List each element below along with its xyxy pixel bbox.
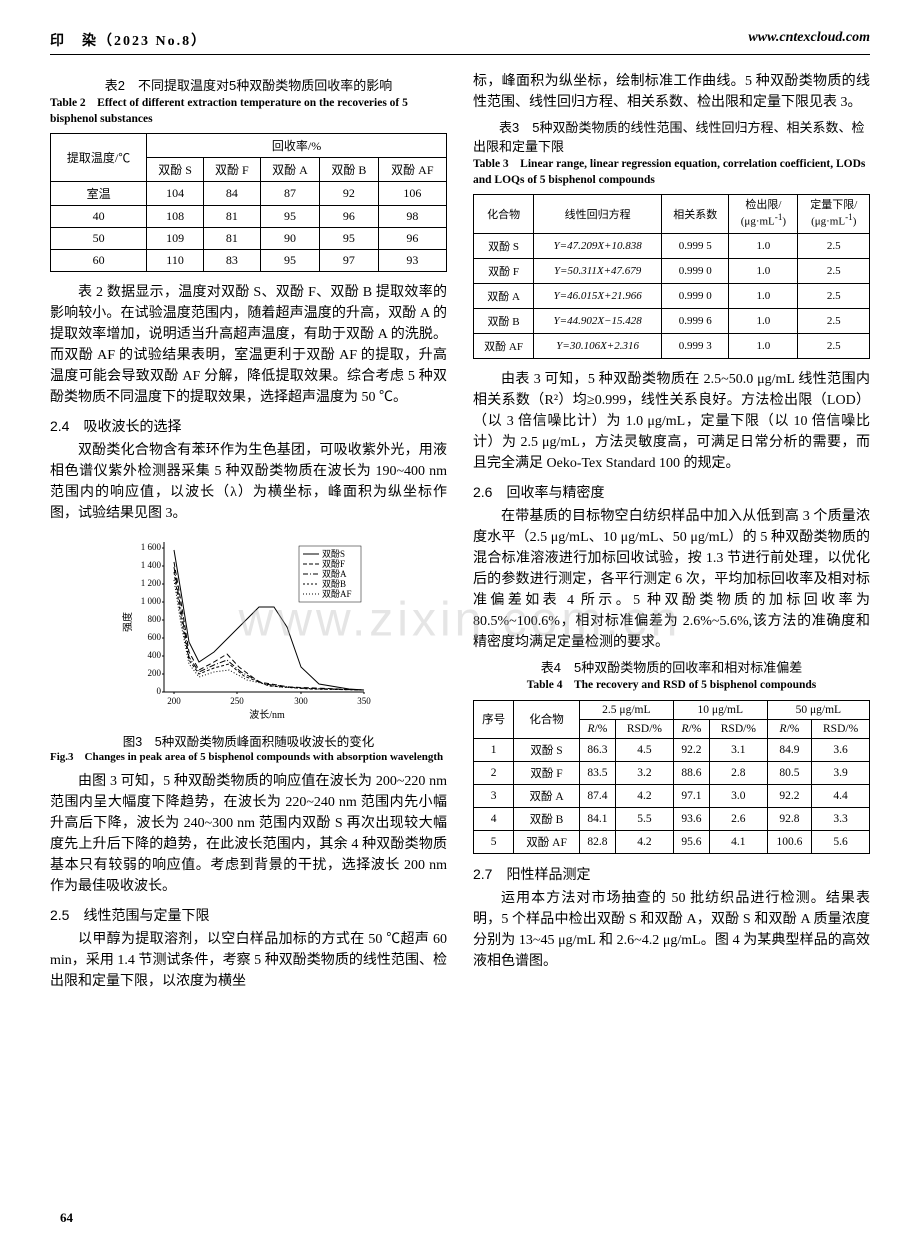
svg-text:1 200: 1 200 [140,578,161,588]
table2: 提取温度/℃ 回收率/% 双酚 S 双酚 F 双酚 A 双酚 B 双酚 AF 室… [50,133,447,272]
table4: 序号 化合物 2.5 μg/mL 10 μg/mL 50 μg/mL R/%RS… [473,700,870,854]
table-row: 4010881959698 [51,206,447,228]
svg-text:300: 300 [294,696,308,706]
sec27-para: 运用本方法对市场抽查的 50 批纺织品进行检测。结果表明，5 个样品中检出双酚 … [473,888,870,972]
table-row: 2双酚 F83.53.288.62.880.53.9 [474,761,870,784]
fig3-xlabel: 波长/nm [249,708,285,721]
svg-text:400: 400 [147,650,161,660]
svg-text:250: 250 [230,696,244,706]
sec26-para: 在带基质的目标物空白纺织样品中加入从低到高 3 个质量浓度水平（2.5 μg/m… [473,506,870,653]
page-header: 印 染（2023 No.8） www.cntexcloud.com [50,30,870,55]
right-column: 标，峰面积为纵坐标，绘制标准工作曲线。5 种双酚类物质的线性范围、线性回归方程、… [473,71,870,996]
table-row: 3双酚 A87.44.297.13.092.24.4 [474,784,870,807]
fig3-ylabel: 强度 [121,612,134,632]
sec25-title: 2.5 线性范围与定量下限 [50,905,447,925]
svg-text:1 600: 1 600 [140,542,161,552]
figure3: 0 200 400 600 800 1 000 1 200 1 400 1 60… [50,532,447,727]
sec24-title: 2.4 吸收波长的选择 [50,416,447,436]
svg-text:双酚AF: 双酚AF [322,589,352,599]
page-number: 64 [60,1210,73,1226]
svg-text:双酚B: 双酚B [322,579,346,589]
svg-text:1 400: 1 400 [140,560,161,570]
table2-caption-cn: 表2 不同提取温度对5种双酚类物质回收率的影响 [50,75,447,94]
table-row: 5010981909596 [51,228,447,250]
table-row: 4双酚 B84.15.593.62.692.83.3 [474,807,870,830]
svg-text:0: 0 [156,686,161,696]
table4-caption-en: Table 4 The recovery and RSD of 5 bisphe… [473,678,870,694]
table3: 化合物 线性回归方程 相关系数 检出限/(μg·mL-1) 定量下限/(μg·m… [473,194,870,359]
svg-text:200: 200 [147,668,161,678]
svg-text:双酚F: 双酚F [322,559,345,569]
figure3-svg: 0 200 400 600 800 1 000 1 200 1 400 1 60… [119,532,379,722]
sec26-title: 2.6 回收率与精密度 [473,482,870,502]
table3-caption-en: Table 3 Linear range, linear regression … [473,157,870,188]
svg-text:350: 350 [357,696,371,706]
para-after-t3: 由表 3 可知，5 种双酚类物质在 2.5~50.0 μg/mL 线性范围内相关… [473,369,870,474]
t2-h-rec: 回收率/% [147,134,447,158]
left-column: 表2 不同提取温度对5种双酚类物质回收率的影响 Table 2 Effect o… [50,71,447,996]
content-columns: 表2 不同提取温度对5种双酚类物质回收率的影响 Table 2 Effect o… [50,71,870,996]
table4-caption-cn: 表4 5种双酚类物质的回收率和相对标准偏差 [473,657,870,676]
svg-text:双酚A: 双酚A [322,569,347,579]
table-row: 双酚 FY=50.311X+47.6790.999 01.02.5 [474,259,870,284]
table-row: 室温104848792106 [51,182,447,206]
header-left: 印 染（2023 No.8） [50,30,207,50]
para-t2: 表 2 数据显示，温度对双酚 S、双酚 F、双酚 B 提取效率的影响较小。在试验… [50,282,447,408]
table-row: 5双酚 AF82.84.295.64.1100.65.6 [474,830,870,853]
table3-caption-cn: 表3 5种双酚类物质的线性范围、线性回归方程、相关系数、检出限和定量下限 [473,117,870,155]
sec27-title: 2.7 阳性样品测定 [473,864,870,884]
sec24-para: 双酚类化合物含有苯环作为生色基团，可吸收紫外光，用液相色谱仪紫外检测器采集 5 … [50,440,447,524]
table-row: 1双酚 S86.34.592.23.184.93.6 [474,738,870,761]
svg-text:双酚S: 双酚S [322,549,345,559]
r-para-top: 标，峰面积为纵坐标，绘制标准工作曲线。5 种双酚类物质的线性范围、线性回归方程、… [473,71,870,113]
table-row: 双酚 BY=44.902X−15.4280.999 61.02.5 [474,309,870,334]
svg-text:1 000: 1 000 [140,596,161,606]
table-row: 双酚 AFY=30.106X+2.3160.999 31.02.5 [474,334,870,359]
header-right: www.cntexcloud.com [748,30,870,50]
svg-text:800: 800 [147,614,161,624]
fig3-caption-cn: 图3 5种双酚类物质峰面积随吸收波长的变化 [50,731,447,750]
svg-text:600: 600 [147,632,161,642]
table-row: 双酚 SY=47.209X+10.8380.999 51.02.5 [474,234,870,259]
t2-h-temp: 提取温度/℃ [51,134,147,182]
sec25-para: 以甲醇为提取溶剂，以空白样品加标的方式在 50 ℃超声 60 min，采用 1.… [50,929,447,992]
para-after-fig: 由图 3 可知，5 种双酚类物质的响应值在波长为 200~220 nm 范围内呈… [50,771,447,897]
table-row: 6011083959793 [51,250,447,272]
fig3-caption-en: Fig.3 Changes in peak area of 5 bispheno… [50,750,447,765]
table-row: 双酚 AY=46.015X+21.9660.999 01.02.5 [474,284,870,309]
svg-text:200: 200 [167,696,181,706]
table2-caption-en: Table 2 Effect of different extraction t… [50,96,447,127]
